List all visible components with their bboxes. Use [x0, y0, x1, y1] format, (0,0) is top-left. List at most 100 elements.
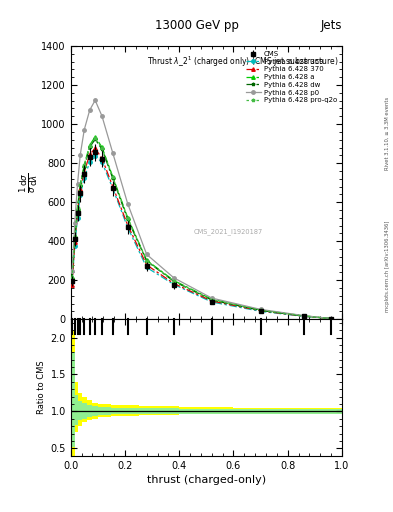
Pythia 6.428 p0: [75, 181, 80, 187]
Line: Pythia 6.428 a: Pythia 6.428 a: [70, 135, 333, 321]
Pythia 6.428 dw: [78, 183, 83, 189]
Pythia 6.428 370: [93, 145, 97, 152]
Pythia 6.428 dw: [99, 146, 104, 152]
X-axis label: thrust (charged-only): thrust (charged-only): [147, 475, 266, 485]
Line: Pythia 6.428 370: Pythia 6.428 370: [70, 147, 333, 321]
Pythia 6.428 pro-q2o: [72, 234, 77, 240]
Pythia 6.428 dw: [301, 313, 306, 319]
Pythia 6.428 p0: [258, 306, 263, 312]
Text: 13000 GeV pp: 13000 GeV pp: [154, 19, 239, 32]
Pythia 6.428 dw: [87, 144, 92, 150]
Line: Pythia 6.428 pro-q2o: Pythia 6.428 pro-q2o: [70, 136, 333, 321]
Pythia 6.428 p0: [99, 113, 104, 119]
Pythia 6.428 a: [110, 174, 115, 180]
Pythia 6.428 a: [72, 233, 77, 239]
Pythia 6.428 pro-q2o: [209, 296, 214, 303]
Pythia 6.428 359: [301, 313, 306, 319]
Pythia 6.428 pro-q2o: [110, 174, 115, 180]
Pythia 6.428 a: [93, 134, 97, 140]
Pythia 6.428 a: [87, 142, 92, 148]
Pythia 6.428 p0: [72, 220, 77, 226]
Pythia 6.428 370: [110, 183, 115, 189]
Pythia 6.428 p0: [301, 312, 306, 318]
Pythia 6.428 a: [99, 144, 104, 150]
Pythia 6.428 dw: [209, 297, 214, 303]
Pythia 6.428 370: [78, 186, 83, 193]
Pythia 6.428 p0: [82, 126, 86, 133]
Pythia 6.428 pro-q2o: [78, 182, 83, 188]
Pythia 6.428 p0: [110, 150, 115, 156]
Pythia 6.428 a: [144, 257, 149, 263]
Pythia 6.428 a: [301, 313, 306, 319]
Pythia 6.428 p0: [78, 152, 83, 158]
Pythia 6.428 359: [82, 175, 86, 181]
Pythia 6.428 359: [93, 153, 97, 159]
Text: Thrust $\lambda\_2^1$ (charged only) (CMS jet substructure): Thrust $\lambda\_2^1$ (charged only) (CM…: [147, 54, 338, 69]
Pythia 6.428 pro-q2o: [144, 258, 149, 264]
Pythia 6.428 370: [99, 155, 104, 161]
Pythia 6.428 a: [258, 307, 263, 313]
Pythia 6.428 370: [144, 262, 149, 268]
Pythia 6.428 pro-q2o: [82, 162, 86, 168]
Pythia 6.428 359: [209, 299, 214, 305]
Pythia 6.428 pro-q2o: [70, 275, 74, 281]
Pythia 6.428 359: [87, 159, 92, 165]
Pythia 6.428 370: [301, 313, 306, 319]
Pythia 6.428 359: [329, 315, 333, 322]
Pythia 6.428 359: [75, 215, 80, 221]
Pythia 6.428 359: [99, 159, 104, 165]
Line: Pythia 6.428 359: Pythia 6.428 359: [70, 155, 333, 321]
Pythia 6.428 p0: [171, 275, 176, 281]
Pythia 6.428 dw: [93, 136, 97, 142]
Pythia 6.428 a: [82, 162, 86, 168]
Pythia 6.428 a: [209, 296, 214, 302]
Pythia 6.428 p0: [125, 201, 130, 207]
Legend: CMS, Pythia 6.428 359, Pythia 6.428 370, Pythia 6.428 a, Pythia 6.428 dw, Pythia: CMS, Pythia 6.428 359, Pythia 6.428 370,…: [244, 50, 338, 105]
Pythia 6.428 370: [70, 282, 74, 288]
Pythia 6.428 pro-q2o: [99, 145, 104, 151]
Text: mcplots.cern.ch [arXiv:1306.3436]: mcplots.cern.ch [arXiv:1306.3436]: [385, 221, 390, 312]
Pythia 6.428 pro-q2o: [75, 205, 80, 211]
Pythia 6.428 dw: [82, 163, 86, 169]
Pythia 6.428 p0: [93, 97, 97, 103]
Pythia 6.428 359: [144, 264, 149, 270]
Line: Pythia 6.428 dw: Pythia 6.428 dw: [70, 138, 333, 321]
Pythia 6.428 dw: [144, 258, 149, 264]
Text: $\frac{1}{\sigma}\frac{\mathrm{d}\sigma}{\mathrm{d}\lambda}$: $\frac{1}{\sigma}\frac{\mathrm{d}\sigma}…: [18, 173, 40, 193]
Text: CMS_2021_I1920187: CMS_2021_I1920187: [193, 228, 263, 235]
Pythia 6.428 pro-q2o: [301, 313, 306, 319]
Pythia 6.428 a: [171, 278, 176, 284]
Pythia 6.428 370: [125, 222, 130, 228]
Text: Rivet 3.1.10, ≥ 3.3M events: Rivet 3.1.10, ≥ 3.3M events: [385, 96, 390, 170]
Pythia 6.428 p0: [87, 107, 92, 113]
Pythia 6.428 a: [78, 181, 83, 187]
Pythia 6.428 370: [82, 169, 86, 175]
Pythia 6.428 dw: [125, 216, 130, 222]
Pythia 6.428 370: [329, 315, 333, 322]
Pythia 6.428 p0: [209, 295, 214, 301]
Pythia 6.428 p0: [70, 268, 74, 274]
Pythia 6.428 359: [258, 308, 263, 314]
Pythia 6.428 359: [125, 224, 130, 230]
Pythia 6.428 pro-q2o: [329, 315, 333, 322]
Pythia 6.428 pro-q2o: [93, 135, 97, 141]
Pythia 6.428 dw: [70, 275, 74, 282]
Pythia 6.428 pro-q2o: [258, 307, 263, 313]
Pythia 6.428 pro-q2o: [125, 215, 130, 221]
Pythia 6.428 dw: [258, 307, 263, 313]
Pythia 6.428 370: [87, 151, 92, 157]
Text: Jets: Jets: [320, 19, 342, 32]
Pythia 6.428 a: [75, 204, 80, 210]
Pythia 6.428 dw: [329, 315, 333, 322]
Pythia 6.428 359: [171, 282, 176, 288]
Line: Pythia 6.428 p0: Pythia 6.428 p0: [70, 99, 333, 321]
Pythia 6.428 370: [72, 239, 77, 245]
Pythia 6.428 a: [125, 215, 130, 221]
Pythia 6.428 dw: [75, 206, 80, 212]
Pythia 6.428 p0: [144, 251, 149, 258]
Pythia 6.428 359: [70, 279, 74, 285]
Pythia 6.428 370: [258, 308, 263, 314]
Y-axis label: Ratio to CMS: Ratio to CMS: [37, 360, 46, 414]
Pythia 6.428 a: [70, 274, 74, 280]
Pythia 6.428 pro-q2o: [87, 143, 92, 149]
